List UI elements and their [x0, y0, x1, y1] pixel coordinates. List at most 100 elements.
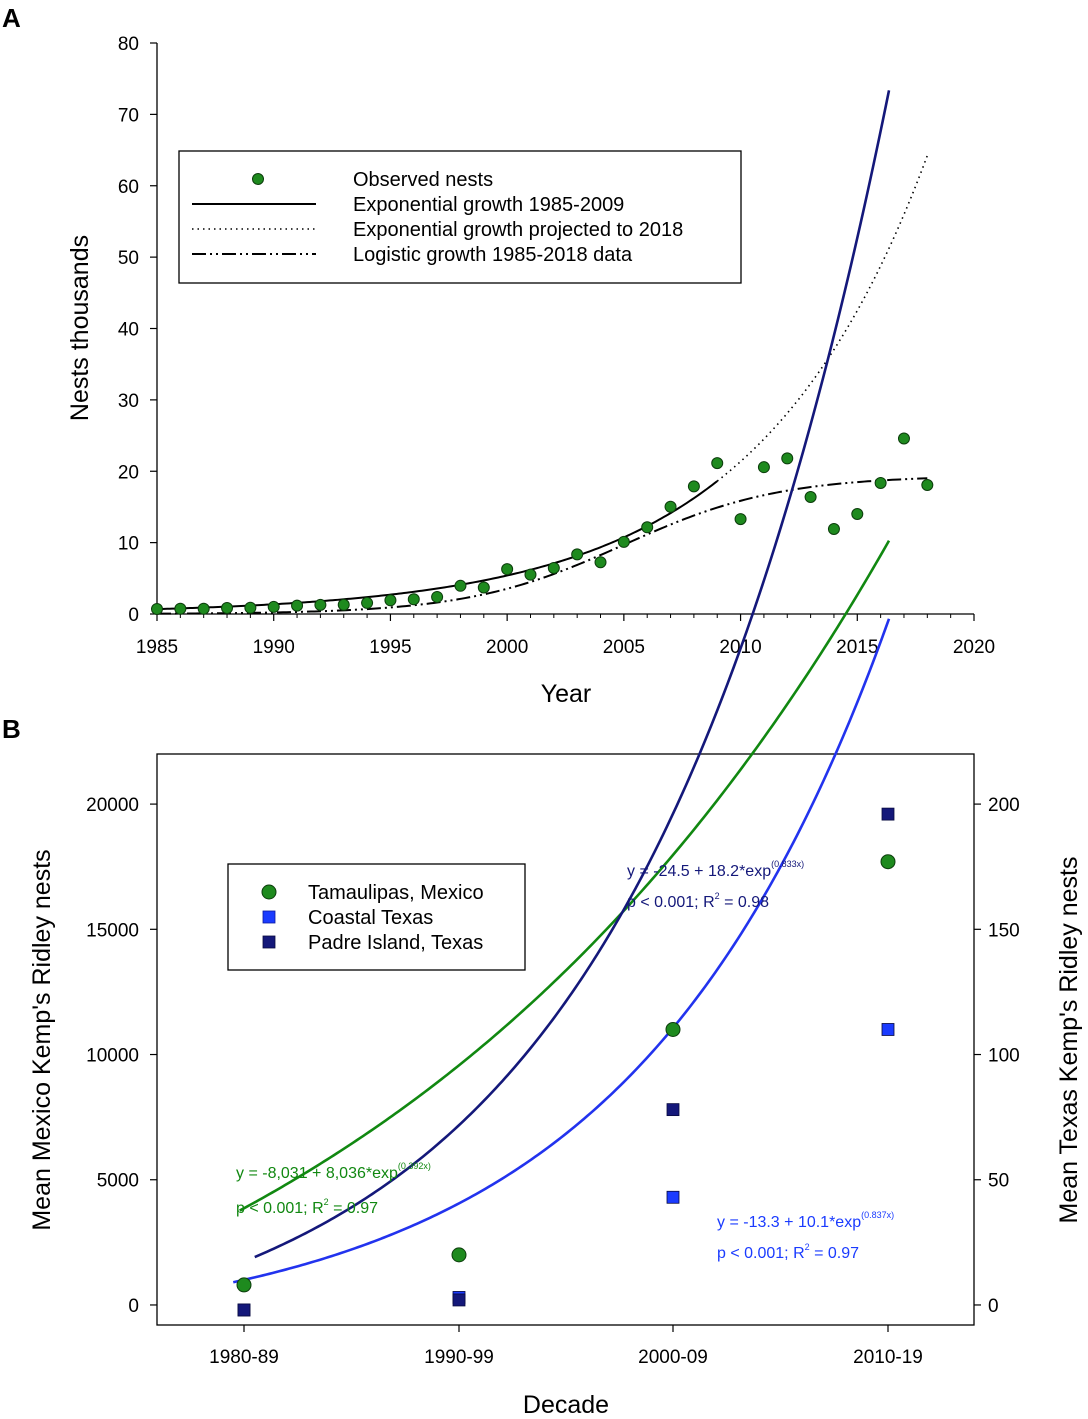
- observed-nests-point-2009: [711, 457, 724, 470]
- legend-coastal-texas-label: Coastal Texas: [308, 907, 433, 929]
- x-tick-label-1995: 1995: [369, 637, 411, 658]
- observed-nests-point-2003: [571, 548, 584, 561]
- padre-island-point-1980-89: [237, 1303, 251, 1317]
- legend-tamaulipas-marker: [261, 884, 277, 900]
- y-tick-label-60: 60: [118, 177, 139, 198]
- panel-a-y-axis-title: Nests thousands: [66, 235, 94, 421]
- y-tick-label-10: 10: [118, 534, 139, 555]
- panel-a-ticks: 1985 1990 1995 2000 2005 2010 2015 202001020304…: [118, 34, 995, 658]
- observed-nests-point-2014: [827, 522, 840, 535]
- padre-island-point-2010-19: [881, 807, 895, 821]
- panel-b-legend: Tamaulipas, Mexico Coastal Texas Padre I…: [227, 863, 526, 971]
- panel-b-frame: [156, 753, 975, 1326]
- tamaulipas-stats-sup: 2: [324, 1197, 329, 1207]
- padre-island-point-1990-99: [452, 1293, 466, 1307]
- coastal-texas-equation-main: y = -13.3 + 10.1*exp: [717, 1214, 861, 1231]
- x-tick-label-2000: 2000: [486, 637, 528, 658]
- padre-island-stats-tail: = 0.98: [720, 894, 769, 911]
- coastal-texas-point-2000-09: [666, 1190, 680, 1204]
- observed-nests-point-1987: [197, 602, 210, 615]
- y-tick-label-0: 0: [128, 605, 139, 626]
- legend-padre-island-marker: [262, 935, 276, 949]
- panel-b-fit-curves: [232, 90, 891, 1284]
- x-tick-label-2020: 2020: [953, 637, 995, 658]
- coastal-texas-stats-main: p < 0.001; R: [717, 1245, 805, 1262]
- observed-nests-point-1994: [361, 596, 374, 609]
- tamaulipas-stats-tail: = 0.97: [329, 1200, 378, 1217]
- coastal-texas-fit-curve: [232, 618, 891, 1284]
- x-tick-label-1990: 1990: [253, 637, 295, 658]
- padre-island-point-2000-09: [666, 1103, 680, 1117]
- decade-tick-label-2010-19: 2010-19: [853, 1347, 923, 1368]
- panel-b-left-y-axis-title: Mean Mexico Kemp's Ridley nests: [28, 849, 56, 1230]
- observed-nests-point-2006: [641, 521, 654, 534]
- padre-island-equation-exponent: (0.833x): [771, 859, 804, 869]
- observed-nests-point-2002: [547, 561, 560, 574]
- x-tick-label-2015: 2015: [836, 637, 878, 658]
- coastal-texas-stats-tail: = 0.97: [810, 1245, 859, 1262]
- legend-coastal-texas-marker: [262, 910, 276, 924]
- coastal-texas-equation: y = -13.3 + 10.1*exp(0.837x): [717, 1210, 894, 1231]
- decade-tick-label-1980-89: 1980-89: [209, 1347, 279, 1368]
- right-y-tick-label-200: 200: [988, 795, 1020, 816]
- right-y-tick-label-50: 50: [988, 1171, 1009, 1192]
- observed-nests-point-2016: [874, 477, 887, 490]
- observed-nests-point-1995: [384, 594, 397, 607]
- coastal-texas-point-2010-19: [881, 1023, 895, 1036]
- legend-logistic-growth-label: Logistic growth 1985-2018 data: [353, 244, 633, 266]
- padre-island-equation: y = -24.5 + 18.2*exp(0.833x): [627, 859, 804, 880]
- observed-nests-point-2012: [781, 452, 794, 465]
- x-tick-label-2005: 2005: [603, 637, 645, 658]
- observed-nests-point-2008: [687, 480, 700, 493]
- panel-b-right-y-axis-title: Mean Texas Kemp's Ridley nests: [1055, 857, 1083, 1224]
- tamaulipas-fit-curve: [239, 540, 891, 1212]
- tamaulipas-point-2010-19: [880, 854, 896, 870]
- observed-nests-point-2015: [851, 508, 864, 521]
- observed-nests-point-1988: [221, 602, 234, 615]
- padre-island-fit-curve: [254, 90, 891, 1259]
- observed-nests-point-1993: [337, 598, 350, 611]
- legend-tamaulipas-label: Tamaulipas, Mexico: [308, 882, 484, 904]
- left-y-tick-label-5000: 5000: [97, 1171, 139, 1192]
- observed-nests-point-2018: [921, 479, 934, 492]
- observed-nests-point-2010: [734, 513, 747, 526]
- panel-a-label: A: [2, 3, 21, 33]
- padre-island-equation-main: y = -24.5 + 18.2*exp: [627, 863, 771, 880]
- observed-nests-point-2007: [664, 500, 677, 513]
- coastal-texas-equation-exponent: (0.837x): [861, 1210, 894, 1220]
- panel-a: A 1985 1990 1995 2000 2005 2010 2015 2020010203…: [2, 3, 995, 708]
- right-y-tick-label-150: 150: [988, 920, 1020, 941]
- tamaulipas-equation-main: y = -8,031 + 8,036*exp: [236, 1165, 398, 1182]
- legend-observed-nests-marker: [252, 173, 264, 185]
- observed-nests-point-1996: [407, 593, 420, 606]
- left-y-tick-label-20000: 20000: [86, 795, 139, 816]
- panel-a-legend: Observed nests Exponential growth 1985-2…: [178, 150, 742, 284]
- observed-nests-point-1986: [174, 602, 187, 615]
- observed-nests-point-1985: [151, 603, 163, 616]
- panel-a-legend-box: [178, 150, 742, 284]
- panel-b-legend-box: [227, 863, 526, 971]
- legend-padre-island-label: Padre Island, Texas: [308, 932, 483, 954]
- panel-a-points: [151, 432, 934, 616]
- coastal-texas-stats-sup: 2: [805, 1242, 810, 1252]
- y-tick-label-30: 30: [118, 391, 139, 412]
- panel-b-x-axis-title: Decade: [523, 1391, 609, 1419]
- padre-island-stats-sup: 2: [715, 891, 720, 901]
- observed-nests-point-2013: [804, 491, 817, 504]
- panel-b: B 1980-89 1990-99 2000-09 2010-190500010000…: [2, 90, 1083, 1419]
- tamaulipas-stats-main: p < 0.001; R: [236, 1200, 324, 1217]
- padre-island-equation-annotation: y = -24.5 + 18.2*exp(0.833x) p < 0.001; …: [627, 859, 804, 911]
- decade-tick-label-2000-09: 2000-09: [638, 1347, 708, 1368]
- observed-nests-point-1997: [431, 590, 444, 603]
- observed-nests-point-2011: [757, 461, 770, 474]
- observed-nests-point-1989: [244, 601, 257, 614]
- tamaulipas-equation-exponent: (0.392x): [398, 1161, 431, 1171]
- coastal-texas-stats: p < 0.001; R2 = 0.97: [717, 1242, 859, 1262]
- right-y-tick-label-100: 100: [988, 1046, 1020, 1067]
- observed-nests-point-1992: [314, 598, 327, 611]
- observed-nests-point-2001: [524, 568, 537, 581]
- panel-b-label: B: [2, 714, 21, 744]
- left-y-tick-label-15000: 15000: [86, 920, 139, 941]
- observed-nests-point-2017: [897, 432, 910, 445]
